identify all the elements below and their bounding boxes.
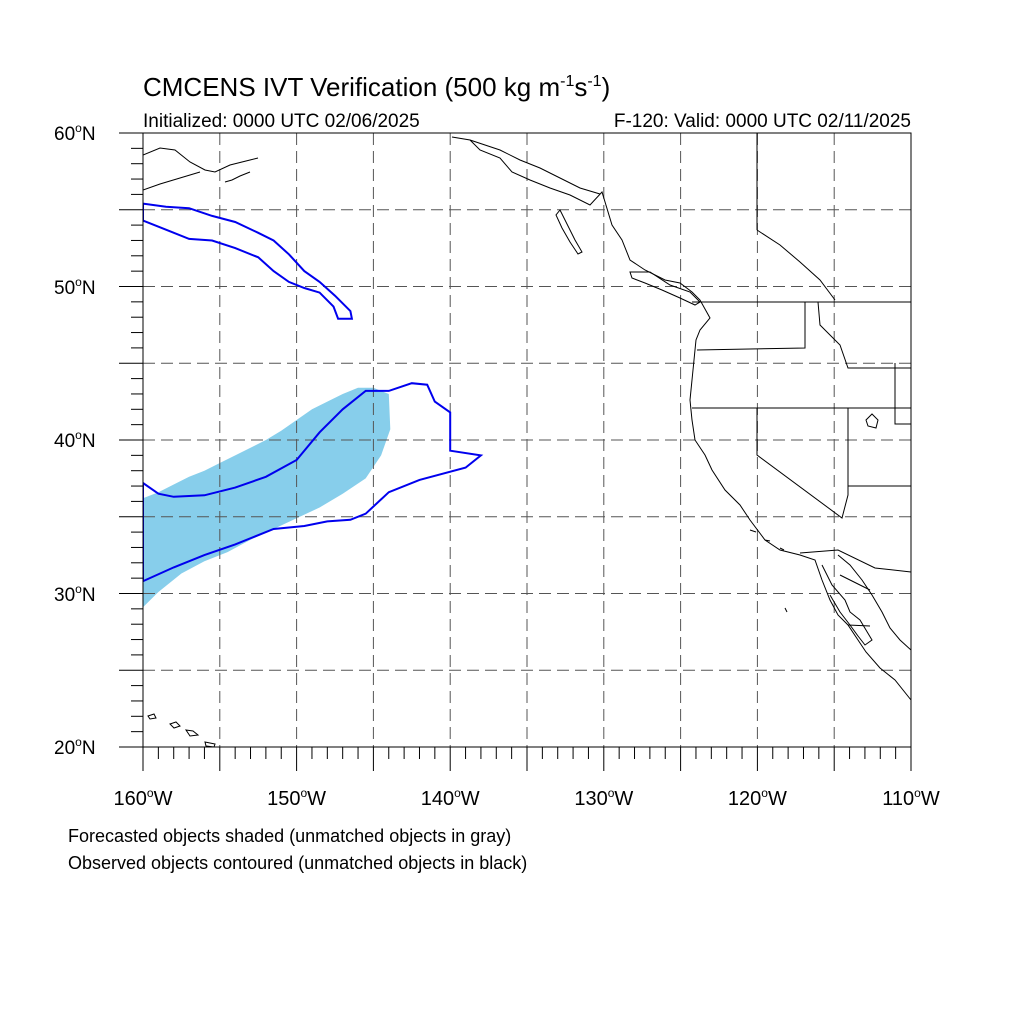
- lon-value: 150: [267, 788, 301, 810]
- bc-alberta-border: [756, 229, 836, 301]
- lat-label-30: 30oN: [54, 581, 96, 606]
- sonora-lines: [839, 574, 871, 627]
- lat-value: 40: [54, 431, 76, 452]
- hawaii-islands: [147, 713, 216, 747]
- alaska-peninsula: [143, 147, 259, 173]
- lat-suffix: N: [81, 431, 96, 452]
- lat-suffix: N: [81, 277, 96, 299]
- lon-value: 130: [574, 788, 608, 810]
- init-time-label: Initialized: 0000 UTC 02/06/2025: [143, 111, 420, 132]
- lat-suffix: N: [81, 124, 96, 145]
- lon-value: 110: [882, 788, 915, 810]
- lon-value: 160: [113, 788, 147, 810]
- kodiak-area: [143, 171, 201, 191]
- alaska-panhandle: [469, 139, 601, 195]
- great-salt-lake: [865, 413, 879, 429]
- oregon-washington-border: [696, 302, 806, 351]
- observed-object-contour: [143, 382, 484, 583]
- lat-value: 30: [54, 584, 76, 606]
- vancouver-island: [629, 271, 701, 306]
- lat-label-50: 50oN: [54, 274, 96, 299]
- lon-suffix: W: [153, 788, 173, 810]
- lat-value: 20: [54, 738, 76, 759]
- observed-legend-note: Observed objects contoured (unmatched ob…: [68, 853, 528, 873]
- lon-label-120: 120oW: [727, 786, 787, 810]
- lon-label-160: 160oW: [113, 786, 173, 810]
- forecast-object-shaded: [143, 387, 391, 608]
- lon-suffix: W: [614, 788, 634, 810]
- lat-value: 50: [54, 277, 76, 299]
- observed-object-contour: [143, 202, 354, 320]
- lat-suffix: N: [81, 584, 96, 606]
- graticule: [143, 133, 911, 747]
- lon-label-150: 150oW: [267, 786, 327, 810]
- aleutian-bits: [224, 171, 251, 183]
- gulf-of-california-east: [837, 554, 911, 651]
- lat-label-20: 20oN: [54, 735, 96, 759]
- nevada-border: [756, 408, 849, 519]
- forecast-legend-note: Forecasted objects shaded (unmatched obj…: [68, 826, 512, 846]
- mexico-border: [799, 549, 911, 573]
- lat-suffix: N: [81, 738, 96, 759]
- west-coast-coastline: [451, 136, 911, 701]
- lat-label-40: 40oN: [54, 428, 96, 452]
- forecast-objects: [143, 387, 391, 608]
- baja-california: [821, 564, 873, 646]
- observed-objects: [143, 202, 484, 583]
- lon-value: 120: [727, 788, 762, 810]
- lon-value: 140: [420, 788, 455, 810]
- lat-label-60: 60oN: [54, 121, 96, 145]
- lon-suffix: W: [920, 788, 940, 810]
- lon-label-140: 140oW: [420, 786, 480, 810]
- lon-suffix: W: [460, 788, 480, 810]
- wyoming-box: [894, 363, 911, 425]
- political-borders: [692, 133, 911, 627]
- channel-islands: [749, 529, 788, 613]
- lon-suffix: W: [767, 788, 787, 810]
- idaho-border: [817, 301, 911, 369]
- plot-title: CMCENS IVT Verification (500 kg m-1s-1): [143, 72, 611, 102]
- axis-ticks: [119, 132, 912, 771]
- lon-label-130: 130oW: [574, 786, 634, 810]
- coastlines: [143, 136, 911, 747]
- lon-suffix: W: [307, 788, 327, 810]
- lon-label-110: 110oW: [882, 786, 940, 810]
- haida-gwaii: [555, 209, 583, 255]
- lat-value: 60: [54, 124, 76, 145]
- valid-time-label: F-120: Valid: 0000 UTC 02/11/2025: [613, 111, 911, 132]
